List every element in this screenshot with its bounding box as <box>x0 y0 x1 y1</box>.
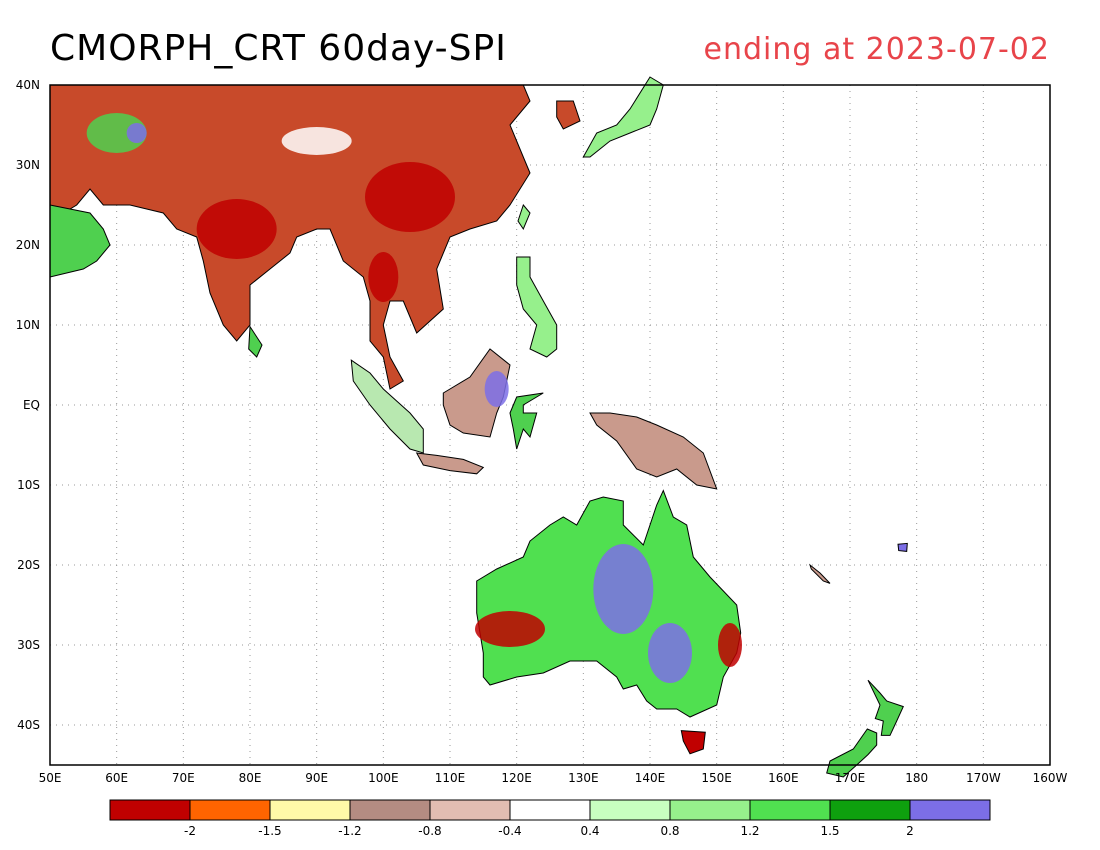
longitude-label: 90E <box>305 771 328 785</box>
legend-swatch <box>189 799 271 821</box>
indochina-dry-area <box>368 252 399 302</box>
taiwan-land <box>517 203 531 231</box>
land-masses <box>49 76 908 778</box>
longitude-label: 50E <box>39 771 62 785</box>
longitude-label: 130E <box>568 771 599 785</box>
tasmania-land <box>680 730 706 755</box>
new-zealand-north-land <box>867 679 904 736</box>
legend-label: 1.5 <box>820 824 839 838</box>
arabia-oman-land <box>49 204 111 278</box>
philippines-land <box>516 256 558 358</box>
latitude-label: 30S <box>17 638 40 652</box>
latitude-label: 20N <box>16 238 40 252</box>
longitude-label: 120E <box>501 771 532 785</box>
sulawesi-land <box>509 392 544 450</box>
java-land <box>415 452 485 475</box>
legend-swatch <box>829 799 911 821</box>
legend-label: 0.4 <box>580 824 599 838</box>
longitude-label: 140E <box>635 771 666 785</box>
japan-land <box>582 76 664 158</box>
korea-land <box>556 100 581 130</box>
legend-swatch <box>269 799 351 821</box>
tibet-white-area <box>281 127 352 155</box>
new-zealand-south-land <box>826 728 878 778</box>
legend-swatch <box>349 799 431 821</box>
longitude-label: 80E <box>239 771 262 785</box>
latitude-labels: 40N 30N 20N 10N EQ 10S 20S 30S 40S <box>16 78 40 732</box>
legend-swatch <box>109 799 191 821</box>
china-dry-area <box>365 162 455 232</box>
latitude-label: 10N <box>16 318 40 332</box>
australia-wet-area <box>593 544 654 634</box>
map-subtitle: ending at 2023-07-02 <box>703 32 1050 67</box>
color-legend: -2 -1.5 -1.2 -0.8 -0.4 0.4 0.8 1.2 1.5 2 <box>109 799 991 838</box>
legend-label: -1.2 <box>338 824 361 838</box>
latitude-label: 20S <box>17 558 40 572</box>
legend-label: -1.5 <box>258 824 281 838</box>
india-dry-area <box>196 199 277 259</box>
sumatra-land <box>350 359 424 454</box>
longitude-label: 60E <box>105 771 128 785</box>
longitude-label: 170W <box>966 771 1001 785</box>
map-title: CMORPH_CRT 60day-SPI <box>50 28 507 69</box>
fiji-land <box>897 542 908 552</box>
longitude-labels: 50E 60E 70E 80E 90E 100E 110E 120E 130E 140E 150E 1… <box>39 771 1068 785</box>
legend-swatch <box>509 799 591 821</box>
longitude-label: 170E <box>835 771 866 785</box>
longitude-label: 70E <box>172 771 195 785</box>
latitude-label: 40S <box>17 718 40 732</box>
legend-swatch <box>589 799 671 821</box>
borneo-wet-area <box>484 371 509 407</box>
asia-mainland-land <box>49 84 531 390</box>
australia-east-dry-area <box>718 623 742 667</box>
sri-lanka-land <box>248 325 263 358</box>
australia-se-wet-area <box>648 623 692 683</box>
longitude-label: 110E <box>435 771 466 785</box>
legend-label: -0.8 <box>418 824 441 838</box>
new-caledonia-land <box>809 563 831 584</box>
longitude-label: 150E <box>701 771 732 785</box>
afghan-wet-area <box>126 123 147 143</box>
latitude-label: 40N <box>16 78 40 92</box>
new-guinea-land <box>589 412 718 490</box>
legend-swatch <box>669 799 751 821</box>
latitude-label: EQ <box>23 398 40 412</box>
legend-label: 2 <box>906 824 914 838</box>
legend-swatch <box>909 799 991 821</box>
latitude-label: 10S <box>17 478 40 492</box>
longitude-label: 160E <box>768 771 799 785</box>
australia-west-dry-area <box>475 611 545 647</box>
map-frame <box>49 84 1051 766</box>
legend-swatch <box>749 799 831 821</box>
longitude-label: 160W <box>1033 771 1068 785</box>
legend-swatch <box>429 799 511 821</box>
longitude-label: 180 <box>905 771 928 785</box>
legend-label: 0.8 <box>660 824 679 838</box>
legend-label: -0.4 <box>498 824 521 838</box>
longitude-label: 100E <box>368 771 399 785</box>
iran-wet-area <box>86 113 147 153</box>
latitude-label: 30N <box>16 158 40 172</box>
legend-label: 1.2 <box>740 824 759 838</box>
legend-label: -2 <box>184 824 196 838</box>
